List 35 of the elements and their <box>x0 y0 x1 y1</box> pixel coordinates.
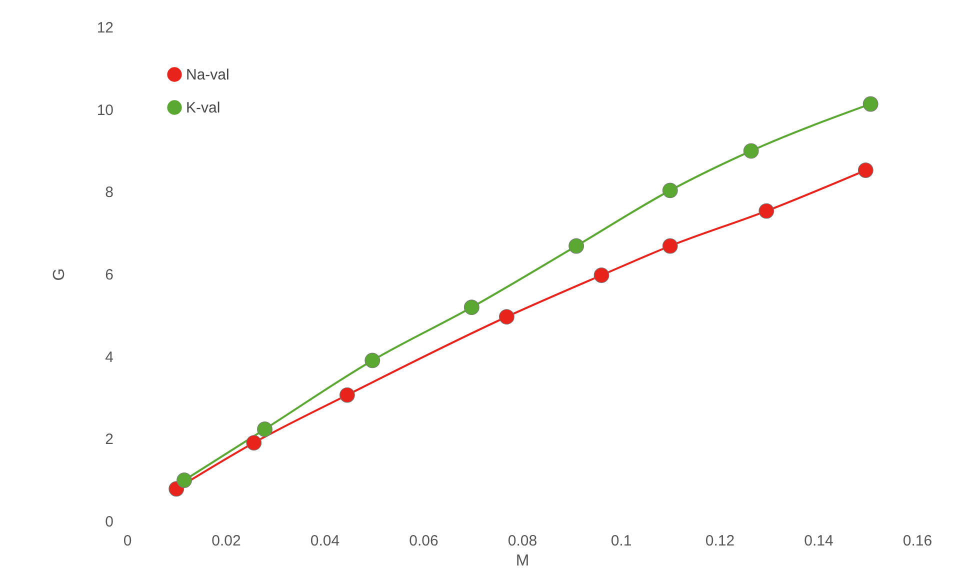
y-tick-label: 8 <box>105 184 114 202</box>
y-tick-label: 10 <box>96 102 114 119</box>
y-tick-label: 0 <box>105 514 114 530</box>
point <box>662 182 678 198</box>
legend-label: Na-val <box>186 66 230 84</box>
point <box>858 162 874 178</box>
point <box>662 238 678 254</box>
y-tick-label: 6 <box>105 266 114 284</box>
point <box>862 96 878 112</box>
point <box>568 238 584 254</box>
point <box>246 435 262 450</box>
x-axis-title: M <box>516 552 530 570</box>
y-axis-title: G <box>50 268 68 281</box>
y-tick-label: 4 <box>105 348 114 366</box>
x-tick-label: 0.16 <box>902 532 932 550</box>
point <box>594 268 610 283</box>
x-tick-label: 0.02 <box>212 532 241 550</box>
point <box>339 387 355 403</box>
y-tick-label: 2 <box>105 431 114 448</box>
point <box>758 203 774 219</box>
x-tick-label: 0.12 <box>705 532 735 550</box>
x-tick-label: 0.14 <box>804 532 834 550</box>
point <box>364 352 380 368</box>
x-tick-label: 0.04 <box>310 532 340 550</box>
point <box>176 472 192 488</box>
point <box>464 300 480 316</box>
point <box>257 421 272 437</box>
x-tick-label: 0 <box>123 532 132 550</box>
legend-label: K-val <box>186 100 220 116</box>
y-tick-label: 12 <box>96 20 114 36</box>
point <box>498 309 514 325</box>
x-tick-label: 0.08 <box>508 532 538 550</box>
x-tick-label: 0.1 <box>610 532 632 550</box>
point <box>743 143 759 159</box>
x-tick-label: 0.06 <box>409 532 438 550</box>
